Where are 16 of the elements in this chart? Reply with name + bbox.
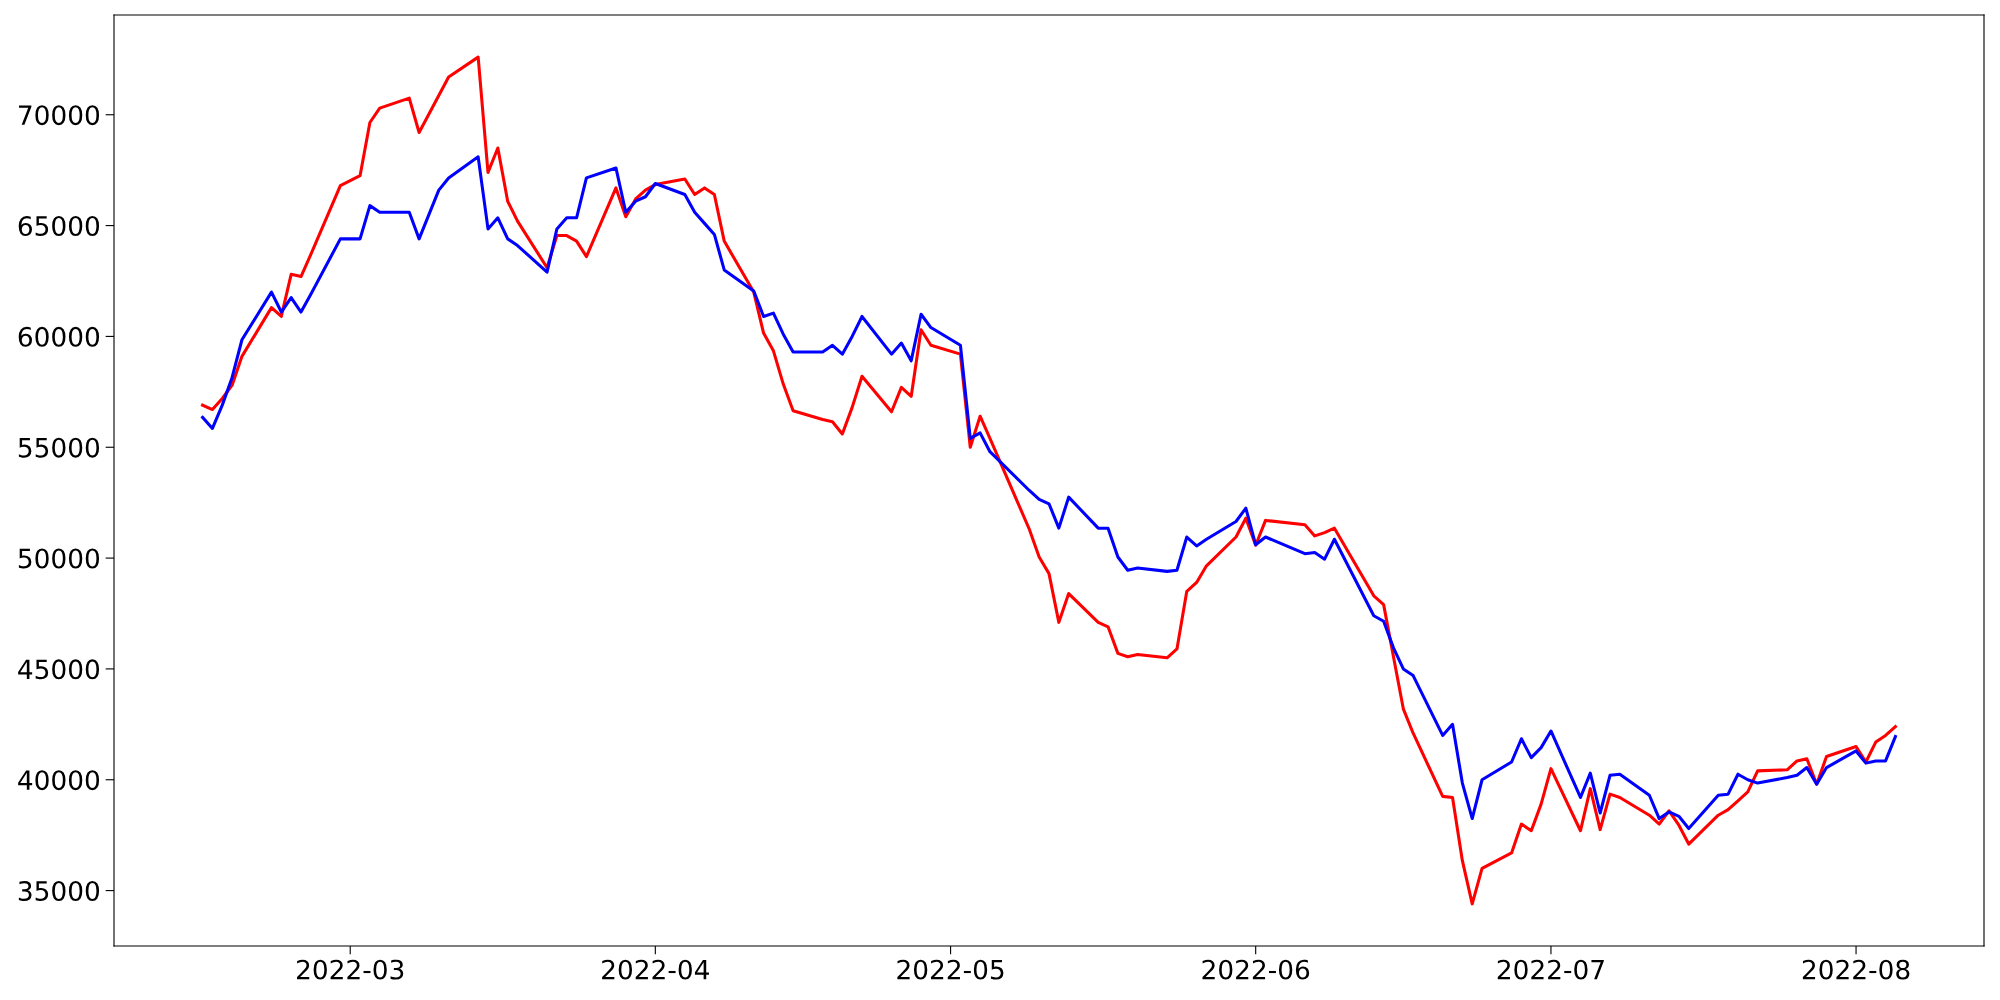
x-tick-label: 2022-04 — [602, 959, 709, 980]
y-tick-label: 55000 — [18, 437, 100, 458]
y-tick-label: 40000 — [18, 770, 100, 791]
y-tick-label: 60000 — [18, 326, 100, 347]
line-series — [201, 55, 1897, 906]
x-tick-label: 2022-05 — [897, 959, 1004, 980]
y-tick-label: 50000 — [18, 548, 100, 569]
y-tick-label: 65000 — [18, 216, 100, 236]
x-tick-label: 2022-08 — [1802, 959, 1910, 980]
line-series — [201, 155, 1897, 831]
x-tick-label: 2022-06 — [1202, 959, 1310, 980]
x-tick-label: 2022-03 — [297, 959, 404, 980]
y-tick-label: 45000 — [18, 659, 100, 680]
x-tick-label: 2022-07 — [1497, 959, 1604, 980]
y-tick-label: 35000 — [18, 881, 100, 901]
y-tick-label: 70000 — [19, 105, 100, 126]
